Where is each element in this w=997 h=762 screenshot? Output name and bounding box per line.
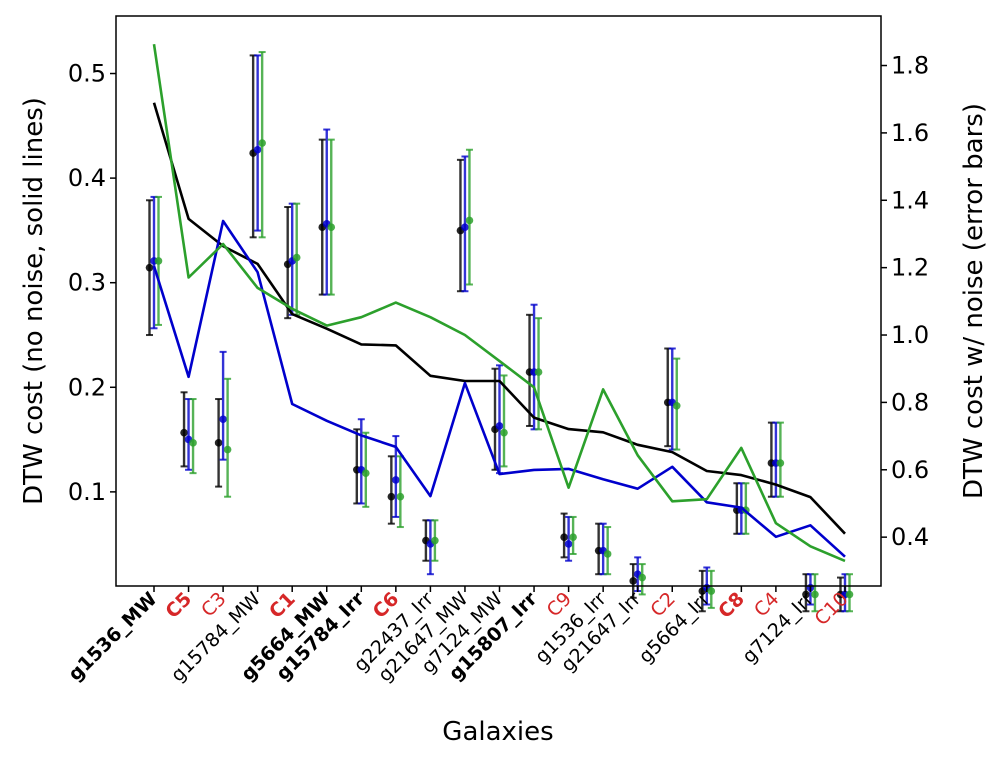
- left-tick-label: 0.4: [68, 164, 106, 192]
- black-marker-19: [802, 590, 810, 599]
- green-marker-8: [431, 536, 439, 545]
- left-tick-label: 0.3: [68, 269, 106, 297]
- green-marker-15: [672, 401, 681, 410]
- green-marker-10: [500, 428, 508, 437]
- black-marker-2: [214, 439, 223, 447]
- right-tick-label: 0.4: [891, 523, 929, 551]
- black-marker-0: [145, 263, 154, 272]
- green-marker-20: [845, 590, 854, 599]
- green-marker-13: [603, 550, 612, 558]
- black-marker-1: [180, 428, 188, 437]
- blue-line: [152, 219, 846, 558]
- green-marker-9: [465, 216, 474, 225]
- green-marker-1: [189, 439, 197, 447]
- green-marker-3: [258, 139, 266, 147]
- right-tick-label: 1.4: [891, 186, 929, 214]
- right-tick-label: 1.0: [891, 321, 929, 349]
- green-line: [152, 44, 846, 563]
- green-marker-12: [569, 533, 577, 541]
- left-tick-label: 0.1: [68, 478, 106, 506]
- blue-marker-9: [461, 223, 469, 232]
- black-marker-14: [629, 577, 637, 585]
- blue-marker-2: [219, 415, 227, 424]
- right-tick-label: 1.2: [891, 254, 929, 282]
- blue-marker-12: [564, 540, 573, 548]
- y-axis-label-left: DTW cost (no noise, solid lines): [19, 97, 49, 505]
- green-marker-7: [396, 492, 405, 501]
- right-tick-label: 1.8: [891, 52, 929, 80]
- blue-marker-10: [495, 422, 504, 430]
- plot-frame: [115, 15, 882, 587]
- green-marker-0: [154, 257, 163, 265]
- green-marker-5: [327, 223, 336, 232]
- axes-layer: 0.1 0.2 0.3 0.4 0.5 0.4 0.6 0.8 1.0 1.2 1.4 1.6 1.8: [68, 52, 929, 592]
- black-marker-7: [387, 492, 396, 501]
- green-marker-14: [638, 573, 646, 582]
- blue-marker-3: [253, 145, 262, 154]
- right-tick-label: 1.6: [891, 119, 929, 147]
- left-tick-label: 0.5: [68, 60, 106, 88]
- green-marker-6: [362, 469, 370, 477]
- green-marker-4: [292, 253, 301, 262]
- green-marker-19: [811, 590, 819, 599]
- y-axis-label-right: DTW cost w/ noise (error bars): [959, 103, 989, 499]
- green-marker-2: [223, 445, 232, 454]
- green-marker-16: [707, 587, 716, 595]
- green-marker-11: [534, 368, 543, 376]
- right-tick-label: 0.8: [891, 388, 929, 416]
- black-line: [152, 102, 846, 535]
- error-bars-layer: [145, 51, 854, 613]
- black-marker-12: [560, 533, 568, 541]
- x-axis-label: Galaxies: [442, 717, 553, 747]
- left-tick-label: 0.2: [68, 373, 106, 401]
- blue-marker-7: [392, 476, 400, 484]
- right-tick-label: 0.6: [891, 456, 929, 484]
- lines-layer: [152, 44, 846, 563]
- green-marker-18: [776, 459, 785, 467]
